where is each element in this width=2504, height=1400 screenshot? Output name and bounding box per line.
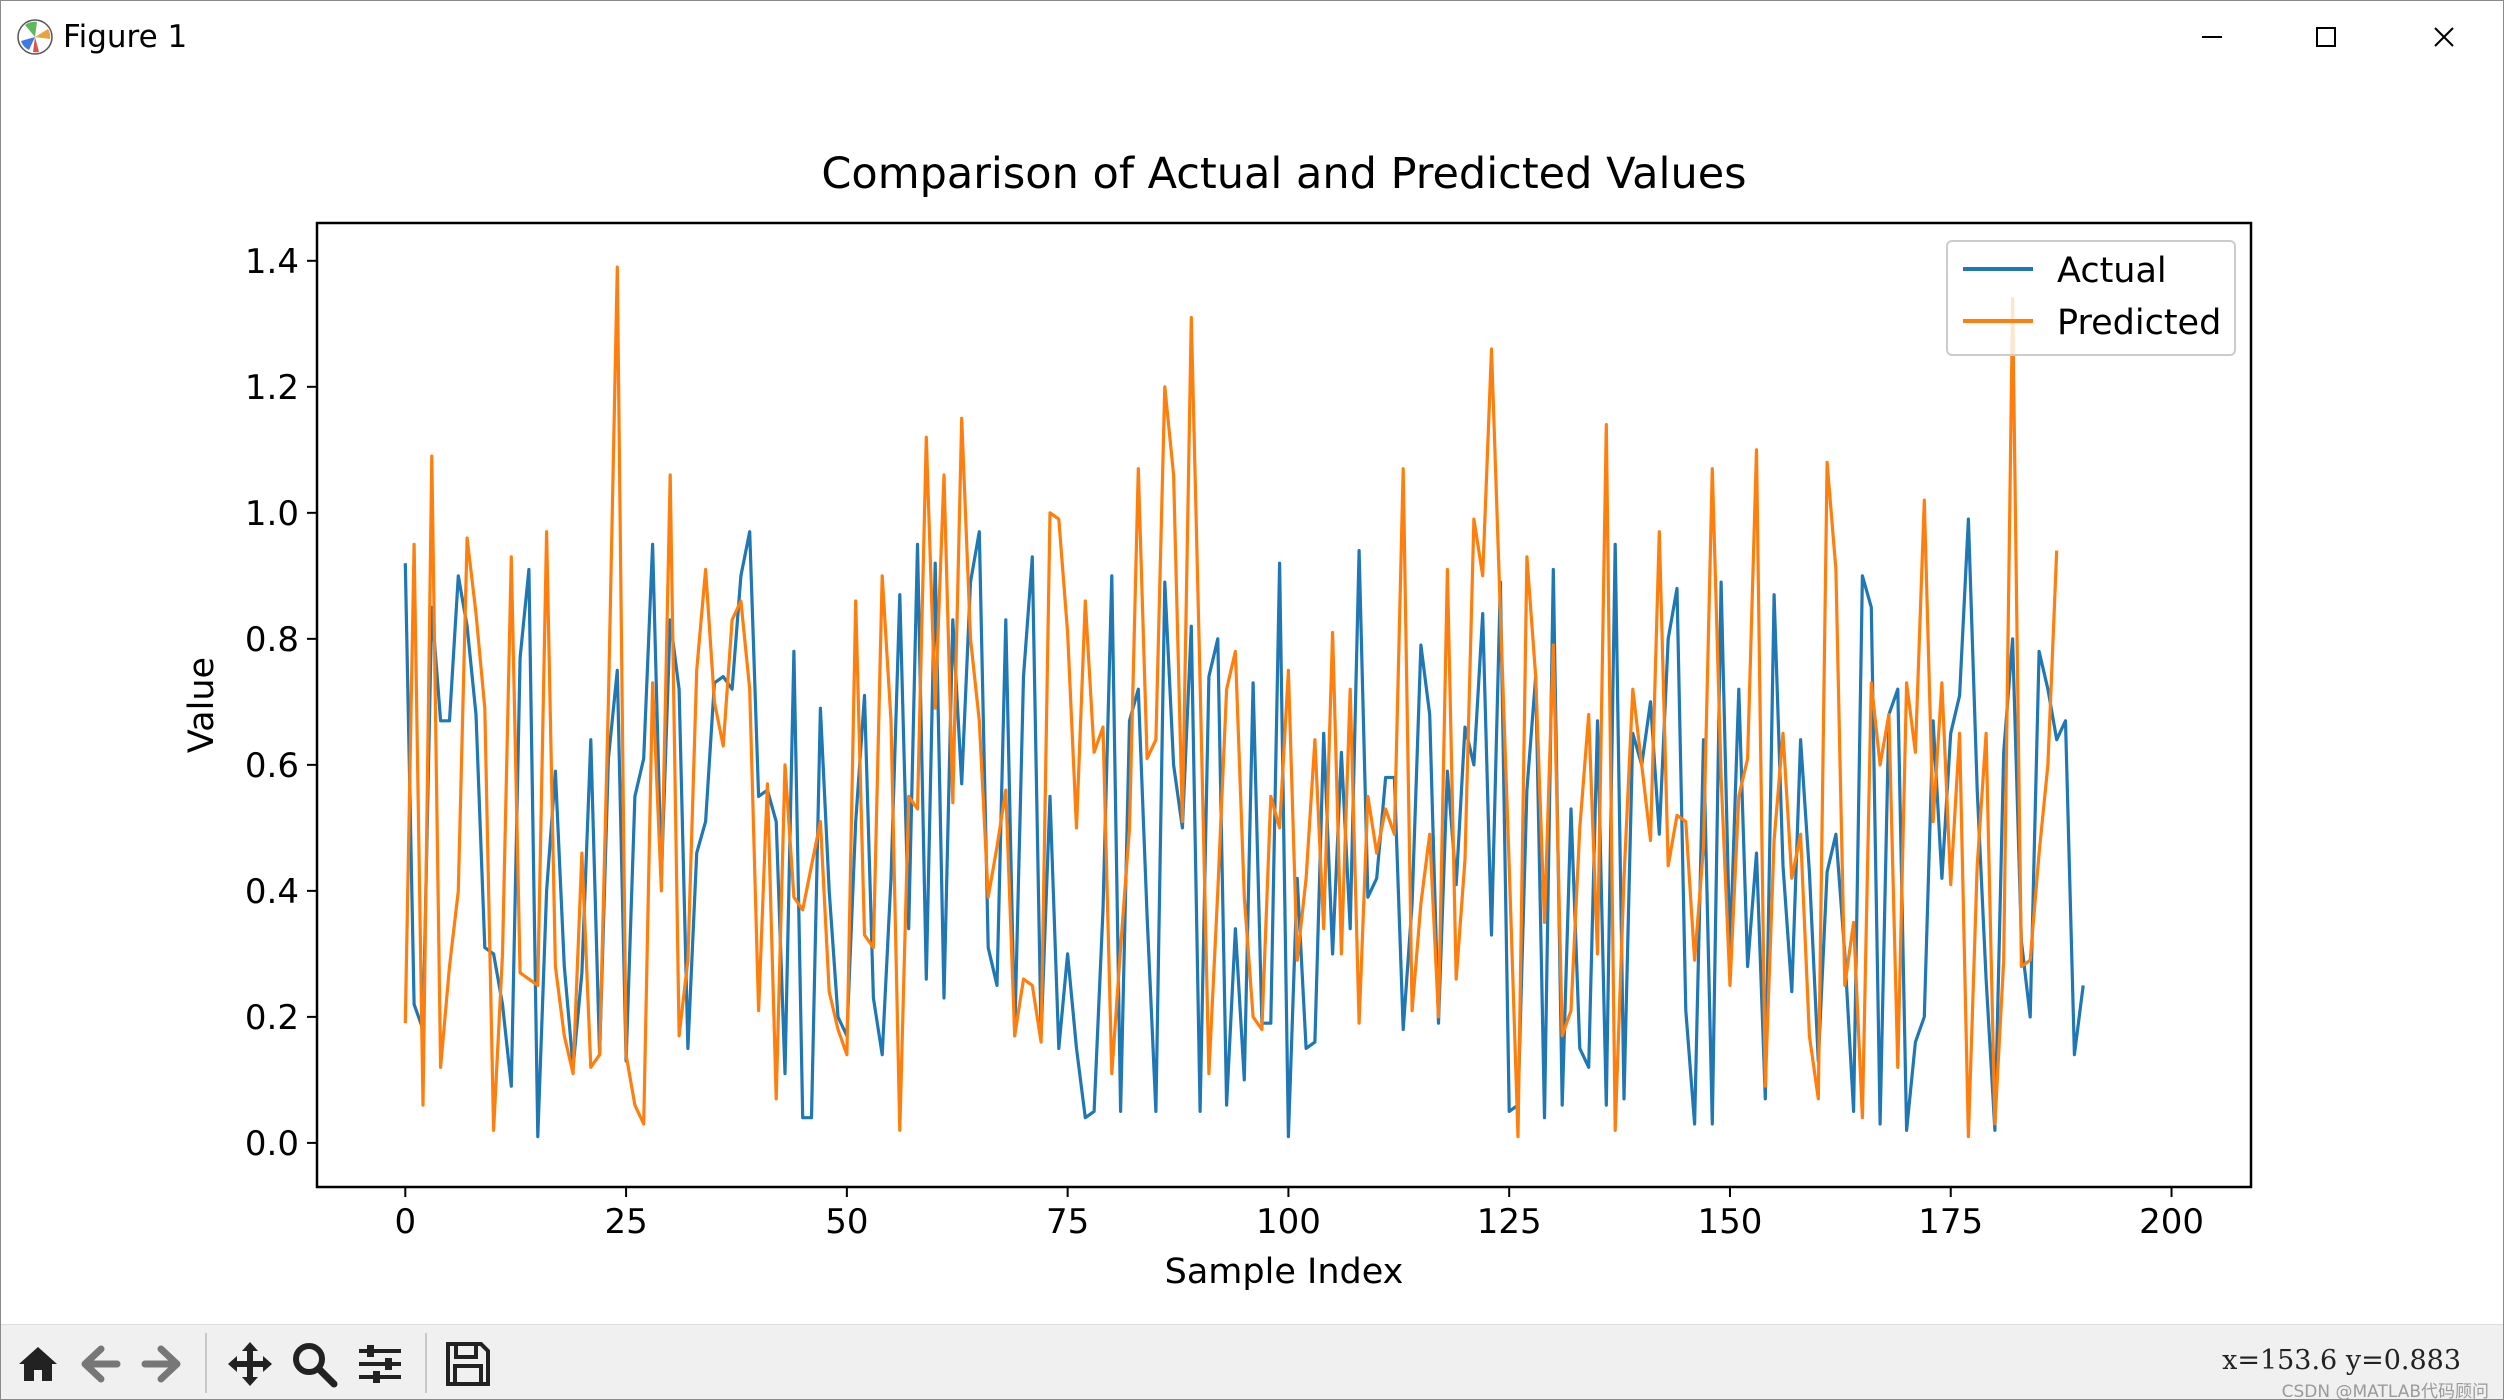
zoom-icon bbox=[293, 1343, 338, 1388]
configure-subplots-button[interactable] bbox=[351, 1335, 409, 1393]
figure-canvas[interactable]: Comparison of Actual and Predicted Value… bbox=[1, 73, 2503, 1325]
legend-label-predicted: Predicted bbox=[2057, 303, 2221, 343]
back-button[interactable] bbox=[71, 1335, 129, 1393]
pan-icon bbox=[228, 1342, 272, 1386]
pan-button[interactable] bbox=[221, 1335, 279, 1393]
window-title: Figure 1 bbox=[63, 19, 188, 55]
x-tick-label: 50 bbox=[825, 1202, 868, 1242]
matplotlib-logo-icon bbox=[17, 19, 53, 55]
close-button[interactable] bbox=[2409, 11, 2479, 63]
y-tick-label: 0.8 bbox=[245, 620, 299, 660]
home-icon bbox=[19, 1347, 57, 1381]
y-tick-label: 0.6 bbox=[245, 746, 299, 786]
back-arrow-icon bbox=[81, 1345, 121, 1383]
forward-button[interactable] bbox=[133, 1335, 191, 1393]
navigation-toolbar: x=153.6 y=0.883 CSDN @MATLAB代码顾问 bbox=[1, 1324, 2503, 1400]
y-axis-label: Value bbox=[182, 657, 222, 753]
x-tick-label: 75 bbox=[1046, 1202, 1089, 1242]
maximize-button[interactable] bbox=[2291, 11, 2361, 63]
minimize-button[interactable] bbox=[2177, 11, 2247, 63]
home-button[interactable] bbox=[9, 1335, 67, 1393]
axes-frame bbox=[315, 221, 2253, 1189]
watermark: CSDN @MATLAB代码顾问 bbox=[2281, 1382, 2489, 1400]
x-tick-label: 25 bbox=[604, 1202, 647, 1242]
title-bar[interactable]: Figure 1 bbox=[1, 1, 2503, 73]
chart-title: Comparison of Actual and Predicted Value… bbox=[821, 149, 1746, 199]
x-tick-label: 125 bbox=[1477, 1202, 1542, 1242]
maximize-icon bbox=[2316, 27, 2336, 47]
y-tick-label: 0.2 bbox=[245, 998, 299, 1038]
toolbar-separator bbox=[205, 1333, 207, 1393]
toolbar-separator bbox=[425, 1333, 427, 1393]
x-tick-label: 0 bbox=[394, 1202, 416, 1242]
line-chart: Comparison of Actual and Predicted Value… bbox=[182, 149, 2253, 1292]
save-icon bbox=[446, 1342, 490, 1386]
axes-ticks: 0 25 50 75 100 125 150 175 200 0.0 0.2 0.4 0.6 0.8 1.0… bbox=[245, 242, 2204, 1242]
y-tick-label: 0.0 bbox=[245, 1124, 299, 1164]
x-axis-label: Sample Index bbox=[1165, 1252, 1404, 1292]
minimize-icon bbox=[2202, 36, 2222, 38]
x-tick-label: 200 bbox=[2139, 1202, 2204, 1242]
series-lines bbox=[403, 265, 2085, 1139]
zoom-button[interactable] bbox=[285, 1335, 343, 1393]
forward-arrow-icon bbox=[141, 1345, 181, 1383]
x-tick-label: 100 bbox=[1256, 1202, 1321, 1242]
save-button[interactable] bbox=[439, 1335, 497, 1393]
x-tick-label: 150 bbox=[1698, 1202, 1763, 1242]
close-icon bbox=[2434, 27, 2454, 47]
cursor-coordinates: x=153.6 y=0.883 bbox=[2222, 1345, 2461, 1376]
legend-label-actual: Actual bbox=[2057, 251, 2167, 291]
y-tick-label: 0.4 bbox=[245, 872, 299, 912]
y-tick-label: 1.4 bbox=[245, 242, 299, 282]
y-tick-label: 1.2 bbox=[245, 368, 299, 408]
x-tick-label: 175 bbox=[1918, 1202, 1983, 1242]
y-tick-label: 1.0 bbox=[245, 494, 299, 534]
configure-subplots-icon bbox=[359, 1345, 401, 1383]
legend: Actual Predicted bbox=[1946, 240, 2236, 356]
series-line-predicted bbox=[403, 265, 2059, 1139]
series-line-actual bbox=[403, 517, 2085, 1139]
